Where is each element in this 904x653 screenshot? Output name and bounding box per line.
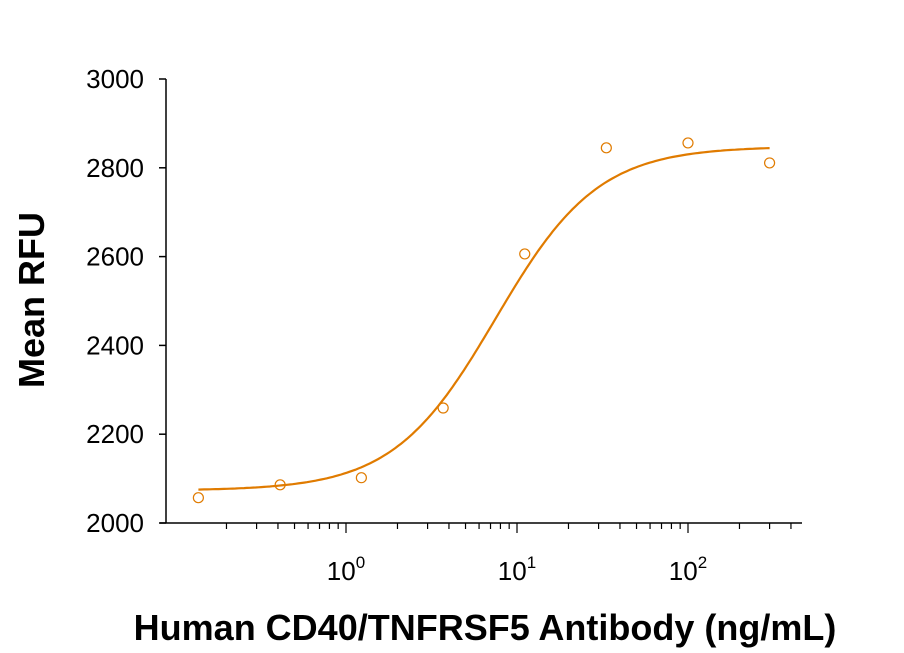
data-point (437, 402, 449, 414)
data-point (682, 137, 694, 149)
y-tick-label: 2200 (86, 419, 144, 449)
y-axis: 2000 2200 2400 2600 2800 3000 (86, 64, 167, 538)
y-axis-title: Mean RFU (11, 212, 52, 388)
y-tick-label: 2400 (86, 330, 144, 360)
x-tick-label: 100 (327, 553, 365, 586)
y-tick-label: 2000 (86, 508, 144, 538)
data-points (192, 137, 776, 504)
x-tick-label: 101 (498, 553, 536, 586)
y-tick-label: 2600 (86, 242, 144, 272)
y-tick-label: 2800 (86, 153, 144, 183)
data-point (763, 157, 776, 169)
x-axis-title: Human CD40/TNFRSF5 Antibody (ng/mL) (134, 607, 837, 648)
data-point (600, 142, 612, 154)
data-point (355, 472, 367, 484)
x-axis: 100 101 102 (160, 522, 802, 586)
fit-curve (198, 147, 770, 491)
data-point (274, 479, 286, 491)
y-tick-label: 3000 (86, 64, 144, 94)
x-tick-label: 102 (669, 553, 707, 586)
data-point (192, 492, 204, 504)
data-point (519, 248, 531, 260)
